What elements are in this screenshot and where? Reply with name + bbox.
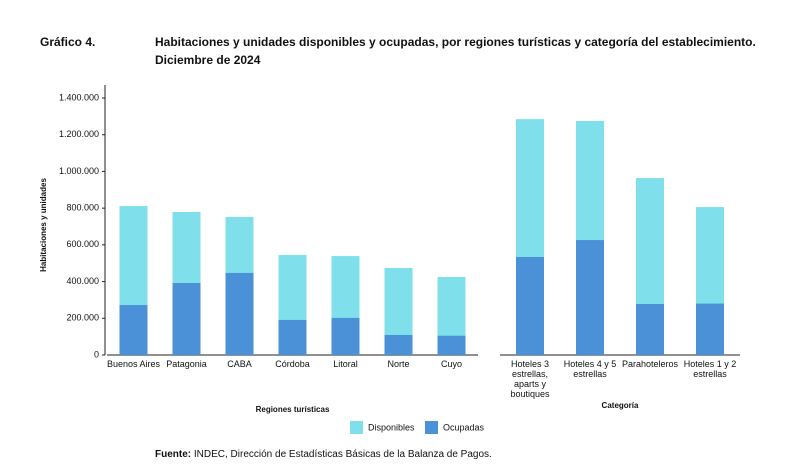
figure-subtitle: Diciembre de 2024 (155, 53, 261, 67)
legend-label: Ocupadas (443, 422, 485, 432)
bar (437, 335, 466, 355)
x-axis-title: Regiones turísticas (255, 405, 330, 414)
figure-title: Habitaciones y unidades disponibles y oc… (155, 35, 756, 49)
x-tick-label: Hoteles 4 y 5 estrellas (563, 359, 617, 379)
y-tick-label: 200.000 (66, 313, 99, 323)
x-tick-label: Hoteles 1 y 2 estrellas (683, 359, 737, 379)
bar (331, 317, 360, 355)
x-tick-label: Norte (387, 359, 410, 369)
source: Fuente: INDEC, Dirección de Estadísticas… (155, 449, 492, 460)
bar (636, 303, 664, 355)
y-tick-label: 1.000.000 (59, 166, 99, 176)
x-tick-label: CABA (227, 359, 252, 369)
legend-swatch (425, 421, 438, 434)
y-tick-label: 800.000 (66, 203, 99, 213)
x-tick-label: Hoteles 3 estrellas, aparts y boutiques (510, 359, 550, 399)
bar (384, 334, 413, 355)
y-tick-label: 1.200.000 (59, 129, 99, 139)
bar (225, 272, 254, 355)
bar (516, 256, 544, 355)
x-tick-label: Córdoba (275, 359, 310, 369)
legend-swatch (350, 421, 363, 434)
legend-label: Disponibles (368, 422, 415, 432)
x-tick-label: Buenos Aires (106, 359, 161, 369)
x-tick-label: Patagonia (166, 359, 207, 369)
x-tick-label: Parahoteleros (622, 359, 679, 369)
source-text: INDEC, Dirección de Estadísticas Básicas… (193, 449, 492, 460)
bar (119, 305, 148, 355)
bar (278, 319, 307, 355)
x-axis-title: Categoría (601, 401, 639, 410)
figure-label: Gráfico 4. (40, 35, 96, 49)
y-tick-label: 1.400.000 (59, 92, 99, 102)
bar (696, 303, 724, 355)
x-tick-label: Cuyo (440, 359, 462, 369)
y-tick-label: 600.000 (66, 239, 99, 249)
y-axis-title: Habitaciones y unidades (39, 178, 48, 272)
source-label: Fuente: (155, 449, 192, 460)
x-tick-label: Litoral (333, 359, 358, 369)
bar (172, 283, 201, 355)
bar (576, 240, 604, 355)
y-tick-label: 0 (94, 349, 99, 359)
y-tick-label: 400.000 (66, 276, 99, 286)
